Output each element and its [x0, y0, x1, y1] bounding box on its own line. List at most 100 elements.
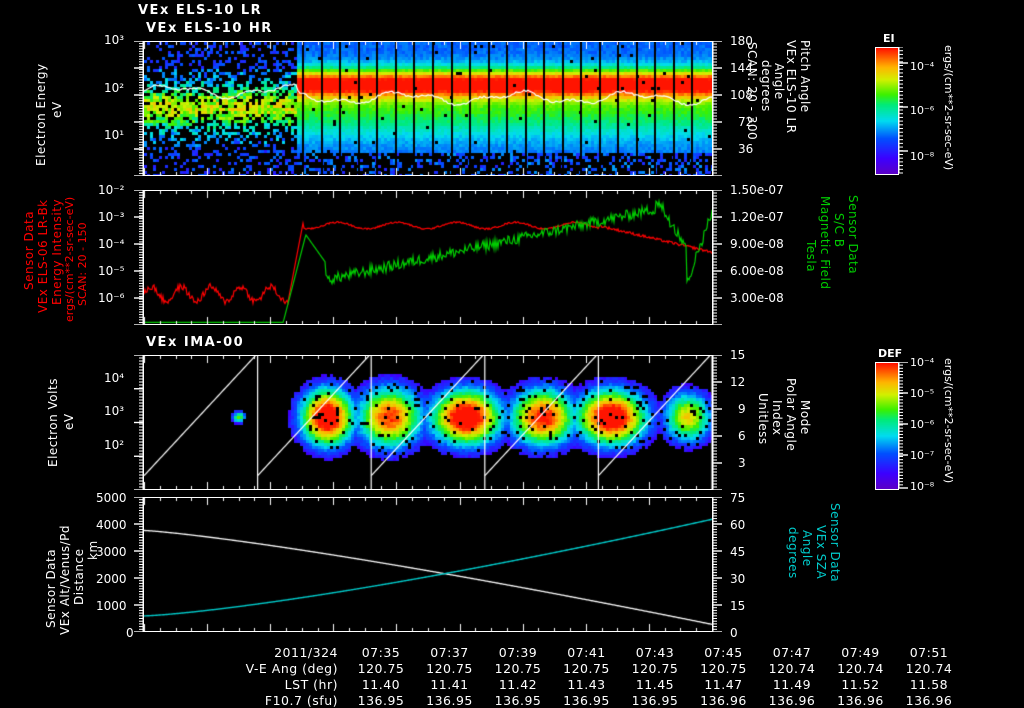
- panel3-ylabel-line2: eV: [62, 413, 76, 430]
- bottom-cell-ve-ang-4: 120.75: [631, 661, 679, 676]
- colorbar-ei-title: EI: [883, 32, 895, 45]
- panel2-rtick-0: 1.50e-07: [730, 183, 784, 197]
- panel1-rlabel-angle: Angle: [772, 63, 786, 100]
- colorbar-ei-tick-2: 10⁻⁸: [910, 150, 935, 163]
- bottom-cell-time-1: 07:37: [430, 645, 469, 660]
- panel1-right-axis-ticks: [713, 41, 722, 176]
- panel4-rtick-3: 30: [730, 572, 746, 586]
- bottom-cell-ve-ang-7: 120.74: [837, 661, 884, 676]
- panel3-rtick-2: 9: [738, 402, 746, 416]
- panel3-rtick-4: 3: [738, 456, 746, 470]
- bottom-cell-f107-0: 136.95: [357, 693, 405, 708]
- bottom-cell-time-0: 07:35: [361, 645, 401, 660]
- panel2-llabel-sensor-data: Sensor Data: [22, 210, 36, 290]
- panel1-rlabel-degrees: degrees: [759, 60, 773, 112]
- bottom-cell-f107-3: 136.95: [563, 693, 610, 708]
- panel4-ytick-3: 2000: [96, 572, 127, 586]
- panel4-ytick-4: 1000: [96, 599, 127, 613]
- panel1-title-hr: VEx ELS-10 HR: [146, 21, 273, 36]
- colorbar-ei-ticks: [899, 47, 908, 174]
- colorbar-def-tick-2: 10⁻⁶: [910, 418, 935, 431]
- panel4-rtick-0: 75: [730, 491, 746, 505]
- panel3-ylabel-line1: Electron Volts: [46, 378, 60, 467]
- colorbar-def-tick-0: 10⁻⁴: [910, 356, 935, 369]
- panel3-rlabel-mode: Mode: [798, 400, 812, 435]
- bottom-cell-f107-1: 136.95: [426, 693, 473, 708]
- bottom-cell-time-5: 07:45: [704, 645, 743, 660]
- bottom-cell-lst-7: 11.52: [841, 677, 880, 692]
- panel4-plot[interactable]: [143, 497, 713, 632]
- panel3-left-axis-ticks: [134, 355, 143, 490]
- panel1-rlabel-instrument: VEx ELS-10 LR: [784, 40, 798, 134]
- bottom-cell-time-6: 07:47: [772, 645, 812, 660]
- bottom-cell-ve-ang-2: 120.75: [494, 661, 542, 676]
- bottom-cell-time-8: 07:51: [909, 645, 949, 660]
- bottom-cell-lst-4: 11.45: [635, 677, 675, 692]
- bottom-info-table: 2011/324 V-E Ang (deg) LST (hr) F10.7 (s…: [0, 645, 1024, 708]
- panel4-llabel-distance: Distance: [72, 548, 86, 605]
- panel3-rtick-3: 6: [738, 429, 746, 443]
- bottom-cell-ve-ang-3: 120.75: [563, 661, 610, 676]
- panel2-rlabel-sensor-data: Sensor Data: [846, 195, 860, 275]
- bottom-cell-time-7: 07:49: [841, 645, 880, 660]
- panel2-llabel-scan: SCAN: 20 - 150: [76, 222, 89, 306]
- panel2-ytick-0: 10⁻²: [98, 183, 125, 197]
- colorbar-def-ticks: [899, 362, 908, 489]
- panel4-rtick-5: 0: [730, 626, 738, 640]
- panel1-ytick-2: 10¹: [104, 128, 125, 142]
- panel1-title-lr: VEx ELS-10 LR: [138, 3, 263, 18]
- bottom-cell-ve-ang-8: 120.74: [905, 661, 953, 676]
- panel4-llabel-sensor-data: Sensor Data: [44, 548, 58, 628]
- panel4-rlabel-sensor-data: Sensor Data: [828, 503, 842, 583]
- panel3-ytick-2: 10²: [104, 438, 125, 452]
- bottom-cell-lst-1: 11.41: [430, 677, 469, 692]
- bottom-cell-f107-8: 136.96: [905, 693, 953, 708]
- bottom-cell-lst-2: 11.42: [498, 677, 538, 692]
- panel1-ytick-1: 10²: [104, 81, 125, 95]
- panel4-ytick-5: 0: [126, 626, 134, 640]
- panel2-rtick-2: 9.00e-08: [730, 237, 784, 251]
- bottom-cell-lst-3: 11.43: [567, 677, 606, 692]
- bottom-cell-ve-ang-1: 120.75: [426, 661, 473, 676]
- panel3-rlabel-polar-angle: Polar Angle: [784, 378, 798, 452]
- colorbar-def-tick-3: 10⁻⁷: [910, 449, 935, 462]
- panel3-ytick-1: 10³: [104, 404, 125, 418]
- panel2-plot[interactable]: [143, 190, 713, 325]
- bottom-cell-ve-ang-6: 120.74: [768, 661, 816, 676]
- panel1-rlabel-pitch-angle: Pitch Angle: [798, 40, 812, 113]
- bottom-cell-f107-2: 136.95: [494, 693, 542, 708]
- panel2-ytick-4: 10⁻⁶: [98, 291, 125, 305]
- panel1-rtick-4: 36: [738, 142, 754, 156]
- panel2-rtick-3: 6.00e-08: [730, 264, 784, 278]
- panel2-rlabel-sc-b: S/C B: [832, 213, 846, 248]
- panel2-rlabel-tesla: Tesla: [804, 240, 818, 273]
- panel1-rtick-1: 144: [730, 61, 753, 75]
- panel2-rtick-1: 1.20e-07: [730, 210, 784, 224]
- colorbar-def-tick-4: 10⁻⁸: [910, 480, 935, 493]
- panel3-title: VEx IMA-00: [146, 335, 245, 350]
- bottom-row-label-3: F10.7 (sfu): [264, 693, 338, 708]
- panel4-right-axis-ticks: [713, 497, 722, 632]
- panel2-llabel-energy-intensity: Energy Intensity: [50, 198, 64, 305]
- panel1-ytick-0: 10³: [104, 33, 125, 47]
- panel2-ytick-3: 10⁻⁵: [98, 264, 125, 278]
- panel3-plot[interactable]: [143, 355, 713, 490]
- panel4-rlabel-sza: VEx SZA: [814, 525, 828, 580]
- panel4-left-axis-ticks: [134, 497, 143, 632]
- panel3-ytick-0: 10⁴: [104, 371, 125, 385]
- panel4-rtick-2: 45: [730, 545, 746, 559]
- bottom-cell-time-4: 07:43: [635, 645, 675, 660]
- panel1-ylabel-line1: Electron Energy: [34, 63, 48, 166]
- bottom-cell-f107-4: 136.95: [631, 693, 679, 708]
- panel1-left-axis-ticks: [134, 41, 143, 176]
- panel3-rlabel-index: Index: [770, 400, 784, 436]
- bottom-cell-ve-ang-5: 120.75: [700, 661, 747, 676]
- panel4-rtick-4: 15: [730, 599, 746, 613]
- bottom-cell-ve-ang-0: 120.75: [357, 661, 405, 676]
- bottom-cell-f107-6: 136.96: [768, 693, 816, 708]
- bottom-cell-f107-5: 136.96: [700, 693, 747, 708]
- panel4-rlabel-degrees: degrees: [786, 527, 800, 579]
- panel1-plot[interactable]: [143, 41, 713, 176]
- bottom-row-label-0: 2011/324: [274, 645, 338, 660]
- bottom-row-label-1: V-E Ang (deg): [245, 661, 338, 676]
